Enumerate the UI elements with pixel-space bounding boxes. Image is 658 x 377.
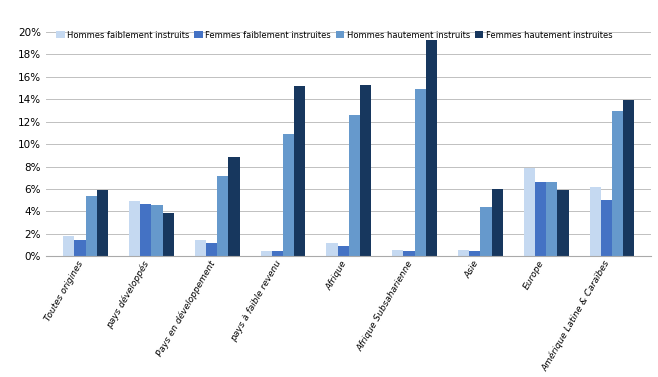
Bar (392, 250, 403, 256)
Bar (492, 189, 503, 256)
Bar (480, 207, 492, 256)
Bar (403, 251, 415, 256)
Bar (195, 239, 206, 256)
Legend: Hommes faiblement instruits, Femmes faiblement instruites, Hommes hautement inst: Hommes faiblement instruits, Femmes faib… (57, 31, 613, 40)
Bar (524, 168, 535, 256)
Bar (86, 196, 97, 256)
Bar (217, 176, 228, 256)
Bar (415, 89, 426, 256)
Bar (360, 85, 371, 256)
Bar (74, 239, 86, 256)
Bar (261, 251, 272, 256)
Bar (426, 40, 437, 256)
Bar (338, 246, 349, 256)
Bar (140, 204, 151, 256)
Bar (63, 236, 74, 256)
Bar (294, 86, 305, 256)
Bar (349, 115, 360, 256)
Bar (535, 182, 546, 256)
Bar (612, 110, 623, 256)
Bar (283, 134, 294, 256)
Bar (623, 100, 634, 256)
Bar (97, 190, 108, 256)
Bar (129, 201, 140, 256)
Bar (272, 251, 283, 256)
Bar (228, 156, 240, 256)
Bar (151, 205, 163, 256)
Bar (206, 243, 217, 256)
Bar (546, 182, 557, 256)
Bar (469, 251, 480, 256)
Bar (163, 213, 174, 256)
Bar (590, 187, 601, 256)
Bar (601, 200, 612, 256)
Bar (326, 243, 338, 256)
Bar (557, 190, 569, 256)
Bar (458, 250, 469, 256)
